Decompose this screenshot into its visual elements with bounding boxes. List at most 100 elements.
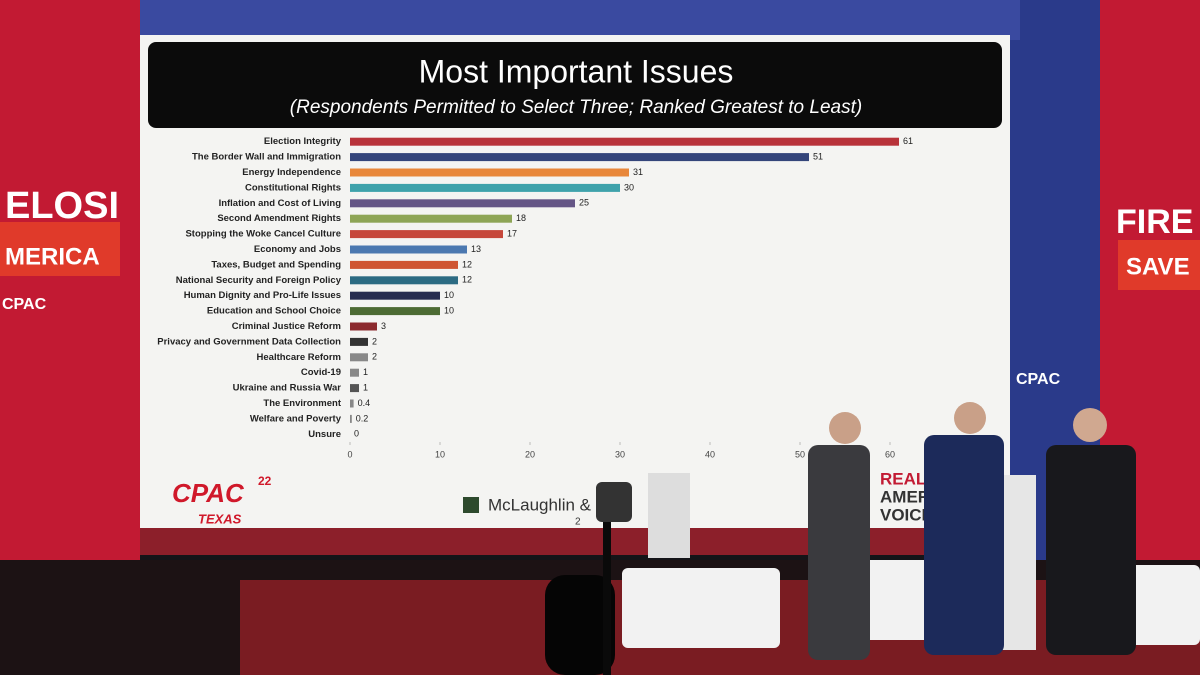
category-label: The Border Wall and Immigration bbox=[192, 152, 341, 163]
value-label: 12 bbox=[462, 275, 472, 285]
bar bbox=[350, 276, 458, 285]
bar bbox=[350, 214, 512, 223]
value-label: 31 bbox=[633, 167, 643, 177]
sponsor-icon bbox=[463, 497, 479, 513]
camera-stand bbox=[603, 490, 611, 675]
value-label: 13 bbox=[471, 244, 481, 254]
category-label: Stopping the Woke Cancel Culture bbox=[185, 229, 341, 240]
bar bbox=[350, 337, 368, 346]
person-head bbox=[1073, 408, 1107, 442]
person-head bbox=[829, 412, 861, 444]
x-tick-label: 10 bbox=[435, 449, 445, 459]
left-screen bbox=[0, 0, 140, 560]
value-label: 30 bbox=[624, 182, 634, 192]
chair bbox=[622, 568, 780, 648]
value-label: 1 bbox=[363, 382, 368, 392]
bar bbox=[350, 168, 629, 177]
chart-title: Most Important Issues bbox=[419, 53, 734, 89]
value-label: 2 bbox=[372, 352, 377, 362]
network: REAL bbox=[880, 469, 926, 488]
category-label: Economy and Jobs bbox=[254, 244, 341, 255]
banner-text: MERICA bbox=[5, 243, 100, 270]
bar bbox=[350, 414, 352, 423]
x-tick-label: 20 bbox=[525, 449, 535, 459]
bar bbox=[350, 291, 440, 300]
person bbox=[1046, 445, 1136, 655]
value-label: 10 bbox=[444, 290, 454, 300]
category-label: Welfare and Poverty bbox=[250, 413, 342, 424]
value-label: 51 bbox=[813, 151, 823, 161]
bar bbox=[350, 322, 377, 331]
value-label: 18 bbox=[516, 213, 526, 223]
value-label: 2 bbox=[372, 336, 377, 346]
bar bbox=[350, 307, 440, 316]
person bbox=[924, 435, 1004, 655]
logo-year: 22 bbox=[258, 474, 272, 488]
person-head bbox=[954, 402, 986, 434]
category-label: Education and School Choice bbox=[207, 306, 341, 317]
category-label: Energy Independence bbox=[242, 167, 341, 178]
category-label: Inflation and Cost of Living bbox=[219, 198, 342, 209]
category-label: Criminal Justice Reform bbox=[232, 321, 341, 332]
category-label: National Security and Foreign Policy bbox=[176, 275, 342, 286]
sponsor: McLaughlin & bbox=[488, 495, 592, 514]
bar bbox=[350, 137, 899, 146]
left-badge bbox=[0, 222, 120, 276]
bar bbox=[350, 183, 620, 192]
person bbox=[808, 445, 870, 660]
bar bbox=[350, 353, 368, 362]
bar bbox=[350, 230, 503, 239]
bar bbox=[350, 245, 467, 254]
value-label: 12 bbox=[462, 259, 472, 269]
category-label: Healthcare Reform bbox=[257, 352, 341, 363]
category-label: The Environment bbox=[263, 398, 341, 409]
value-label: 0.4 bbox=[358, 398, 371, 408]
top-band bbox=[140, 0, 1020, 40]
bar bbox=[350, 368, 359, 377]
value-label: 0 bbox=[354, 429, 359, 439]
audience-silhouette bbox=[545, 575, 615, 675]
right-badge bbox=[1118, 240, 1200, 290]
banner-text: ELOSI bbox=[5, 185, 119, 227]
category-label: Unsure bbox=[308, 429, 341, 440]
category-label: Taxes, Budget and Spending bbox=[211, 259, 341, 270]
title-box bbox=[148, 42, 1002, 128]
x-tick-label: 0 bbox=[347, 449, 352, 459]
value-label: 17 bbox=[507, 228, 517, 238]
category-label: Privacy and Government Data Collection bbox=[157, 336, 341, 347]
x-tick-label: 40 bbox=[705, 449, 715, 459]
banner-text: SAVE bbox=[1126, 253, 1190, 280]
banner-text: FIRE bbox=[1116, 203, 1193, 241]
value-label: 0.2 bbox=[356, 413, 369, 423]
logo-place: TEXAS bbox=[198, 511, 242, 526]
bar bbox=[350, 399, 354, 408]
category-label: Constitutional Rights bbox=[245, 182, 341, 193]
category-label: Human Dignity and Pro-Life Issues bbox=[184, 290, 341, 301]
chart-subtitle: (Respondents Permitted to Select Three; … bbox=[290, 97, 862, 118]
camera bbox=[596, 482, 632, 522]
category-label: Ukraine and Russia War bbox=[233, 383, 342, 394]
value-label: 10 bbox=[444, 305, 454, 315]
bar bbox=[350, 260, 458, 269]
value-label: 61 bbox=[903, 136, 913, 146]
banner-text: CPAC bbox=[1016, 371, 1061, 388]
x-tick-label: 50 bbox=[795, 449, 805, 459]
page-number: 2 bbox=[575, 517, 581, 528]
bar bbox=[350, 199, 575, 208]
category-label: Second Amendment Rights bbox=[217, 213, 341, 224]
screen-footer bbox=[140, 528, 1010, 555]
bar bbox=[350, 153, 809, 162]
value-label: 25 bbox=[579, 198, 589, 208]
category-label: Election Integrity bbox=[264, 136, 342, 147]
x-tick-label: 30 bbox=[615, 449, 625, 459]
banner-text: CPAC bbox=[2, 296, 47, 313]
value-label: 1 bbox=[363, 367, 368, 377]
podium-sign bbox=[648, 473, 690, 558]
logo: CPAC bbox=[172, 478, 245, 508]
x-tick-label: 60 bbox=[885, 449, 895, 459]
bar bbox=[350, 384, 359, 393]
network: AMER bbox=[880, 487, 930, 506]
